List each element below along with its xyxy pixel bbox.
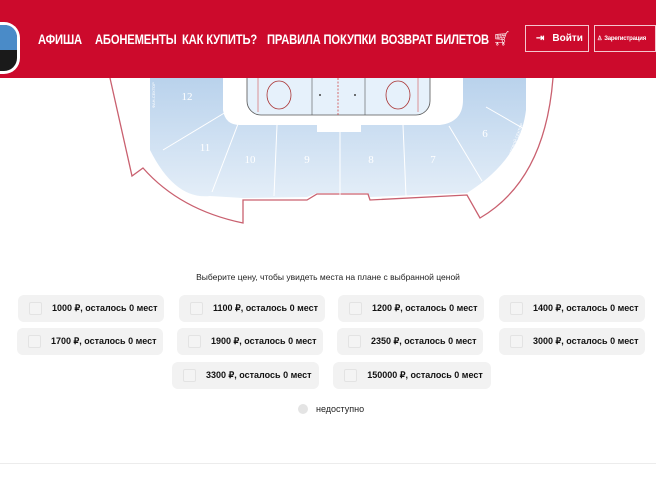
club-logo[interactable]: [0, 22, 20, 74]
price-label: 3300 ₽, осталось 0 мест: [206, 370, 312, 380]
nav-afisha[interactable]: АФИША: [38, 31, 82, 47]
price-filter-option[interactable]: 3300 ₽, осталось 0 мест: [172, 362, 319, 389]
price-checkbox[interactable]: [188, 335, 201, 348]
sector-11[interactable]: 11: [200, 142, 211, 154]
price-hint: Выберите цену, чтобы увидеть места на пл…: [196, 272, 460, 282]
sector-12[interactable]: 12: [182, 91, 193, 103]
register-label: Зарегистрация: [604, 35, 647, 42]
register-button[interactable]: ♙ Зарегистрация: [594, 25, 656, 52]
price-label: 150000 ₽, осталось 0 мест: [367, 370, 483, 380]
price-label: 2350 ₽, осталось 0 мест: [371, 336, 477, 346]
price-label: 1000 ₽, осталось 0 мест: [52, 303, 158, 313]
site-header: АФИША АБОНЕМЕНТЫ КАК КУПИТЬ? ПРАВИЛА ПОК…: [0, 0, 656, 78]
legend-unavailable: недоступно: [298, 404, 364, 414]
price-checkbox[interactable]: [348, 335, 361, 348]
price-label: 1200 ₽, осталось 0 мест: [372, 303, 478, 313]
sector-6[interactable]: 6: [482, 128, 488, 140]
sector-10[interactable]: 10: [245, 154, 257, 166]
login-icon: ⇥: [536, 33, 545, 44]
price-checkbox[interactable]: [344, 369, 357, 382]
legend-label: недоступно: [316, 404, 365, 414]
nav-subscriptions[interactable]: АБОНЕМЕНТЫ: [95, 31, 177, 47]
price-label: 1900 ₽, осталось 0 мест: [211, 336, 317, 346]
cart-icon[interactable]: 🛒︎: [493, 30, 511, 46]
price-filter-option[interactable]: 3000 ₽, осталось 0 мест: [499, 328, 645, 355]
sector-7[interactable]: 7: [430, 154, 436, 166]
price-filter-option[interactable]: 1700 ₽, осталось 0 мест: [17, 328, 163, 355]
price-filter-option[interactable]: 1000 ₽, осталось 0 мест: [18, 295, 164, 322]
add-user-icon: ♙: [597, 36, 603, 42]
price-checkbox[interactable]: [29, 302, 42, 315]
unavailable-dot: [298, 404, 308, 414]
price-checkbox[interactable]: [28, 335, 41, 348]
price-checkbox[interactable]: [190, 302, 203, 315]
price-label: 1700 ₽, осталось 0 мест: [51, 336, 157, 346]
price-checkbox[interactable]: [183, 369, 196, 382]
login-button[interactable]: ⇥ Войти: [525, 25, 589, 52]
sector-9[interactable]: 9: [304, 154, 310, 166]
nav-purchase-rules[interactable]: ПРАВИЛА ПОКУПКИ: [267, 31, 377, 47]
price-label: 1100 ₽, осталось 0 мест: [213, 303, 319, 313]
price-checkbox[interactable]: [510, 335, 523, 348]
price-filter-option[interactable]: 150000 ₽, осталось 0 мест: [333, 362, 491, 389]
price-filter-option[interactable]: 1100 ₽, осталось 0 мест: [179, 295, 325, 322]
price-label: 1400 ₽, осталось 0 мест: [533, 303, 639, 313]
fan-sector-label: ФАН-СЕКТОР: [151, 82, 156, 108]
price-checkbox[interactable]: [510, 302, 523, 315]
login-label: Войти: [552, 33, 583, 44]
sector-8[interactable]: 8: [368, 154, 374, 166]
price-label: 3000 ₽, осталось 0 мест: [533, 336, 639, 346]
price-checkbox[interactable]: [349, 302, 362, 315]
price-filter-option[interactable]: 2350 ₽, осталось 0 мест: [337, 328, 483, 355]
price-filter-option[interactable]: 1900 ₽, осталось 0 мест: [177, 328, 323, 355]
price-filter-option[interactable]: 1400 ₽, осталось 0 мест: [499, 295, 645, 322]
divider: [0, 463, 656, 464]
nav-how-to-buy[interactable]: КАК КУПИТЬ?: [182, 31, 258, 47]
nav-ticket-return[interactable]: ВОЗВРАТ БИЛЕТОВ: [381, 31, 489, 47]
arena-outline: [109, 77, 554, 224]
price-filter-option[interactable]: 1200 ₽, осталось 0 мест: [338, 295, 484, 322]
